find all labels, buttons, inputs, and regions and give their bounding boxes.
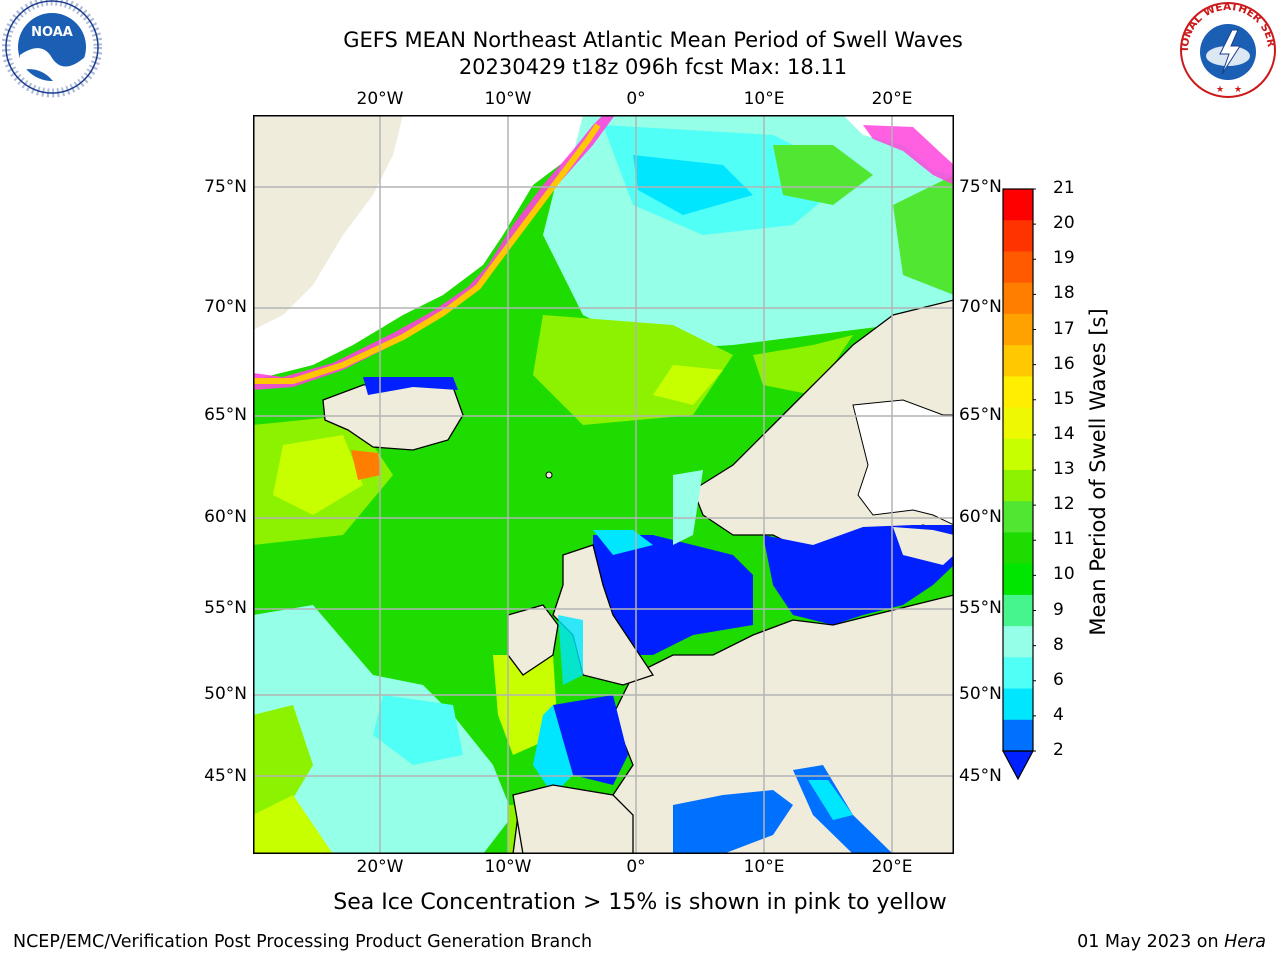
map-title: GEFS MEAN Northeast Atlantic Mean Period…	[343, 28, 963, 52]
noaa-logo-text: NOAA	[31, 25, 73, 40]
colorbar-label: Mean Period of Swell Waves [s]	[1086, 308, 1110, 636]
colorbar-segment	[1003, 251, 1033, 284]
footer-date: 01 May 2023 on Hera	[1077, 932, 1266, 952]
lat-tick-right: 70°N	[959, 297, 1002, 317]
colorbar-tick-label: 19	[1053, 248, 1075, 269]
lat-tick-left: 55°N	[204, 598, 247, 618]
colorbar-tick-label: 17	[1053, 318, 1075, 339]
lat-tick-left: 45°N	[204, 766, 247, 786]
colorbar-segment	[1003, 407, 1033, 440]
lon-tick-top: 20°W	[356, 89, 404, 109]
lat-tick-left: 60°N	[204, 507, 247, 527]
lon-tick-top: 20°E	[871, 89, 913, 109]
colorbar-tick-label: 21	[1053, 178, 1075, 198]
colorbar-segment	[1003, 220, 1033, 252]
colorbar-tick-label: 13	[1053, 459, 1075, 479]
lat-tick-right: 75°N	[959, 177, 1002, 197]
lat-tick-right: 55°N	[959, 598, 1002, 618]
lon-tick-top: 0°	[626, 89, 646, 109]
lon-tick-bottom: 0°	[626, 857, 646, 877]
colorbar-segment	[1003, 688, 1033, 721]
lon-tick-bottom: 20°W	[356, 857, 404, 877]
footer-date-text: 01 May 2023 on	[1077, 932, 1225, 952]
lat-tick-right: 60°N	[959, 507, 1002, 527]
colorbar-segment	[1003, 626, 1033, 658]
map-svg	[253, 115, 954, 854]
colorbar-tick-label: 12	[1053, 494, 1075, 515]
lat-tick-left: 75°N	[204, 177, 247, 197]
colorbar-tick-label: 18	[1053, 283, 1075, 304]
nws-logo-icon: NATIONAL WEATHER SERVICE ★ ★	[1172, 0, 1277, 100]
lon-tick-bottom: 10°W	[484, 857, 532, 877]
map-subtitle: 20230429 t18z 096h fcst Max: 18.11	[458, 55, 848, 79]
colorbar-tick-label: 20	[1053, 213, 1075, 234]
svg-text:★: ★	[1234, 85, 1242, 95]
colorbar-segment	[1003, 501, 1033, 533]
lon-tick-bottom: 20°E	[871, 857, 913, 877]
colorbar-extend-arrow	[1001, 750, 1035, 781]
colorbar-tick-label: 9	[1053, 599, 1064, 620]
colorbar-tick-label: 15	[1053, 388, 1075, 409]
colorbar-segment	[1003, 657, 1033, 690]
colorbar-svg	[1001, 188, 1037, 781]
noaa-logo-icon: NOAA	[1, 0, 103, 100]
colorbar-segment	[1003, 470, 1033, 502]
colorbar-tick-label: 2	[1053, 740, 1064, 760]
lon-tick-bottom: 10°E	[743, 857, 785, 877]
ice-note: Sea Ice Concentration > 15% is shown in …	[333, 890, 947, 915]
colorbar-segment	[1003, 376, 1033, 409]
lat-lon-grid	[253, 115, 954, 854]
colorbar-tick-label: 11	[1053, 529, 1075, 550]
colorbar-segment	[1003, 282, 1033, 315]
colorbar-segment	[1003, 438, 1033, 471]
north-sea	[593, 535, 753, 655]
colorbar	[1000, 186, 1037, 782]
colorbar-tick-label: 6	[1053, 669, 1064, 690]
lat-tick-right: 65°N	[959, 405, 1002, 425]
lat-tick-right: 45°N	[959, 766, 1002, 786]
lat-tick-left: 50°N	[204, 684, 247, 704]
colorbar-tick-label: 14	[1053, 423, 1075, 444]
footer-credit: NCEP/EMC/Verification Post Processing Pr…	[13, 932, 593, 952]
colorbar-segment	[1003, 313, 1033, 346]
map-frame	[253, 115, 954, 854]
europe-mainland	[512, 594, 954, 854]
lat-tick-left: 70°N	[204, 297, 247, 317]
svg-text:★: ★	[1216, 85, 1224, 95]
footer-host: Hera	[1224, 932, 1266, 952]
colorbar-segment	[1003, 594, 1033, 627]
colorbar-tick-label: 10	[1053, 564, 1075, 585]
lat-tick-left: 65°N	[204, 405, 247, 425]
lat-tick-right: 50°N	[959, 684, 1002, 704]
map-panel	[253, 115, 954, 854]
colorbar-segment	[1003, 532, 1033, 565]
mediterranean	[673, 790, 793, 854]
colorbar-tick-label: 4	[1053, 704, 1064, 725]
colorbar-segment	[1003, 563, 1033, 596]
colorbar-segment	[1003, 719, 1033, 752]
lon-tick-top: 10°E	[743, 89, 785, 109]
colorbar-segment	[1003, 189, 1033, 221]
colorbar-tick-label: 8	[1053, 634, 1064, 655]
lon-tick-top: 10°W	[484, 89, 532, 109]
colorbar-segment	[1003, 345, 1033, 377]
colorbar-tick-label: 16	[1053, 353, 1075, 374]
